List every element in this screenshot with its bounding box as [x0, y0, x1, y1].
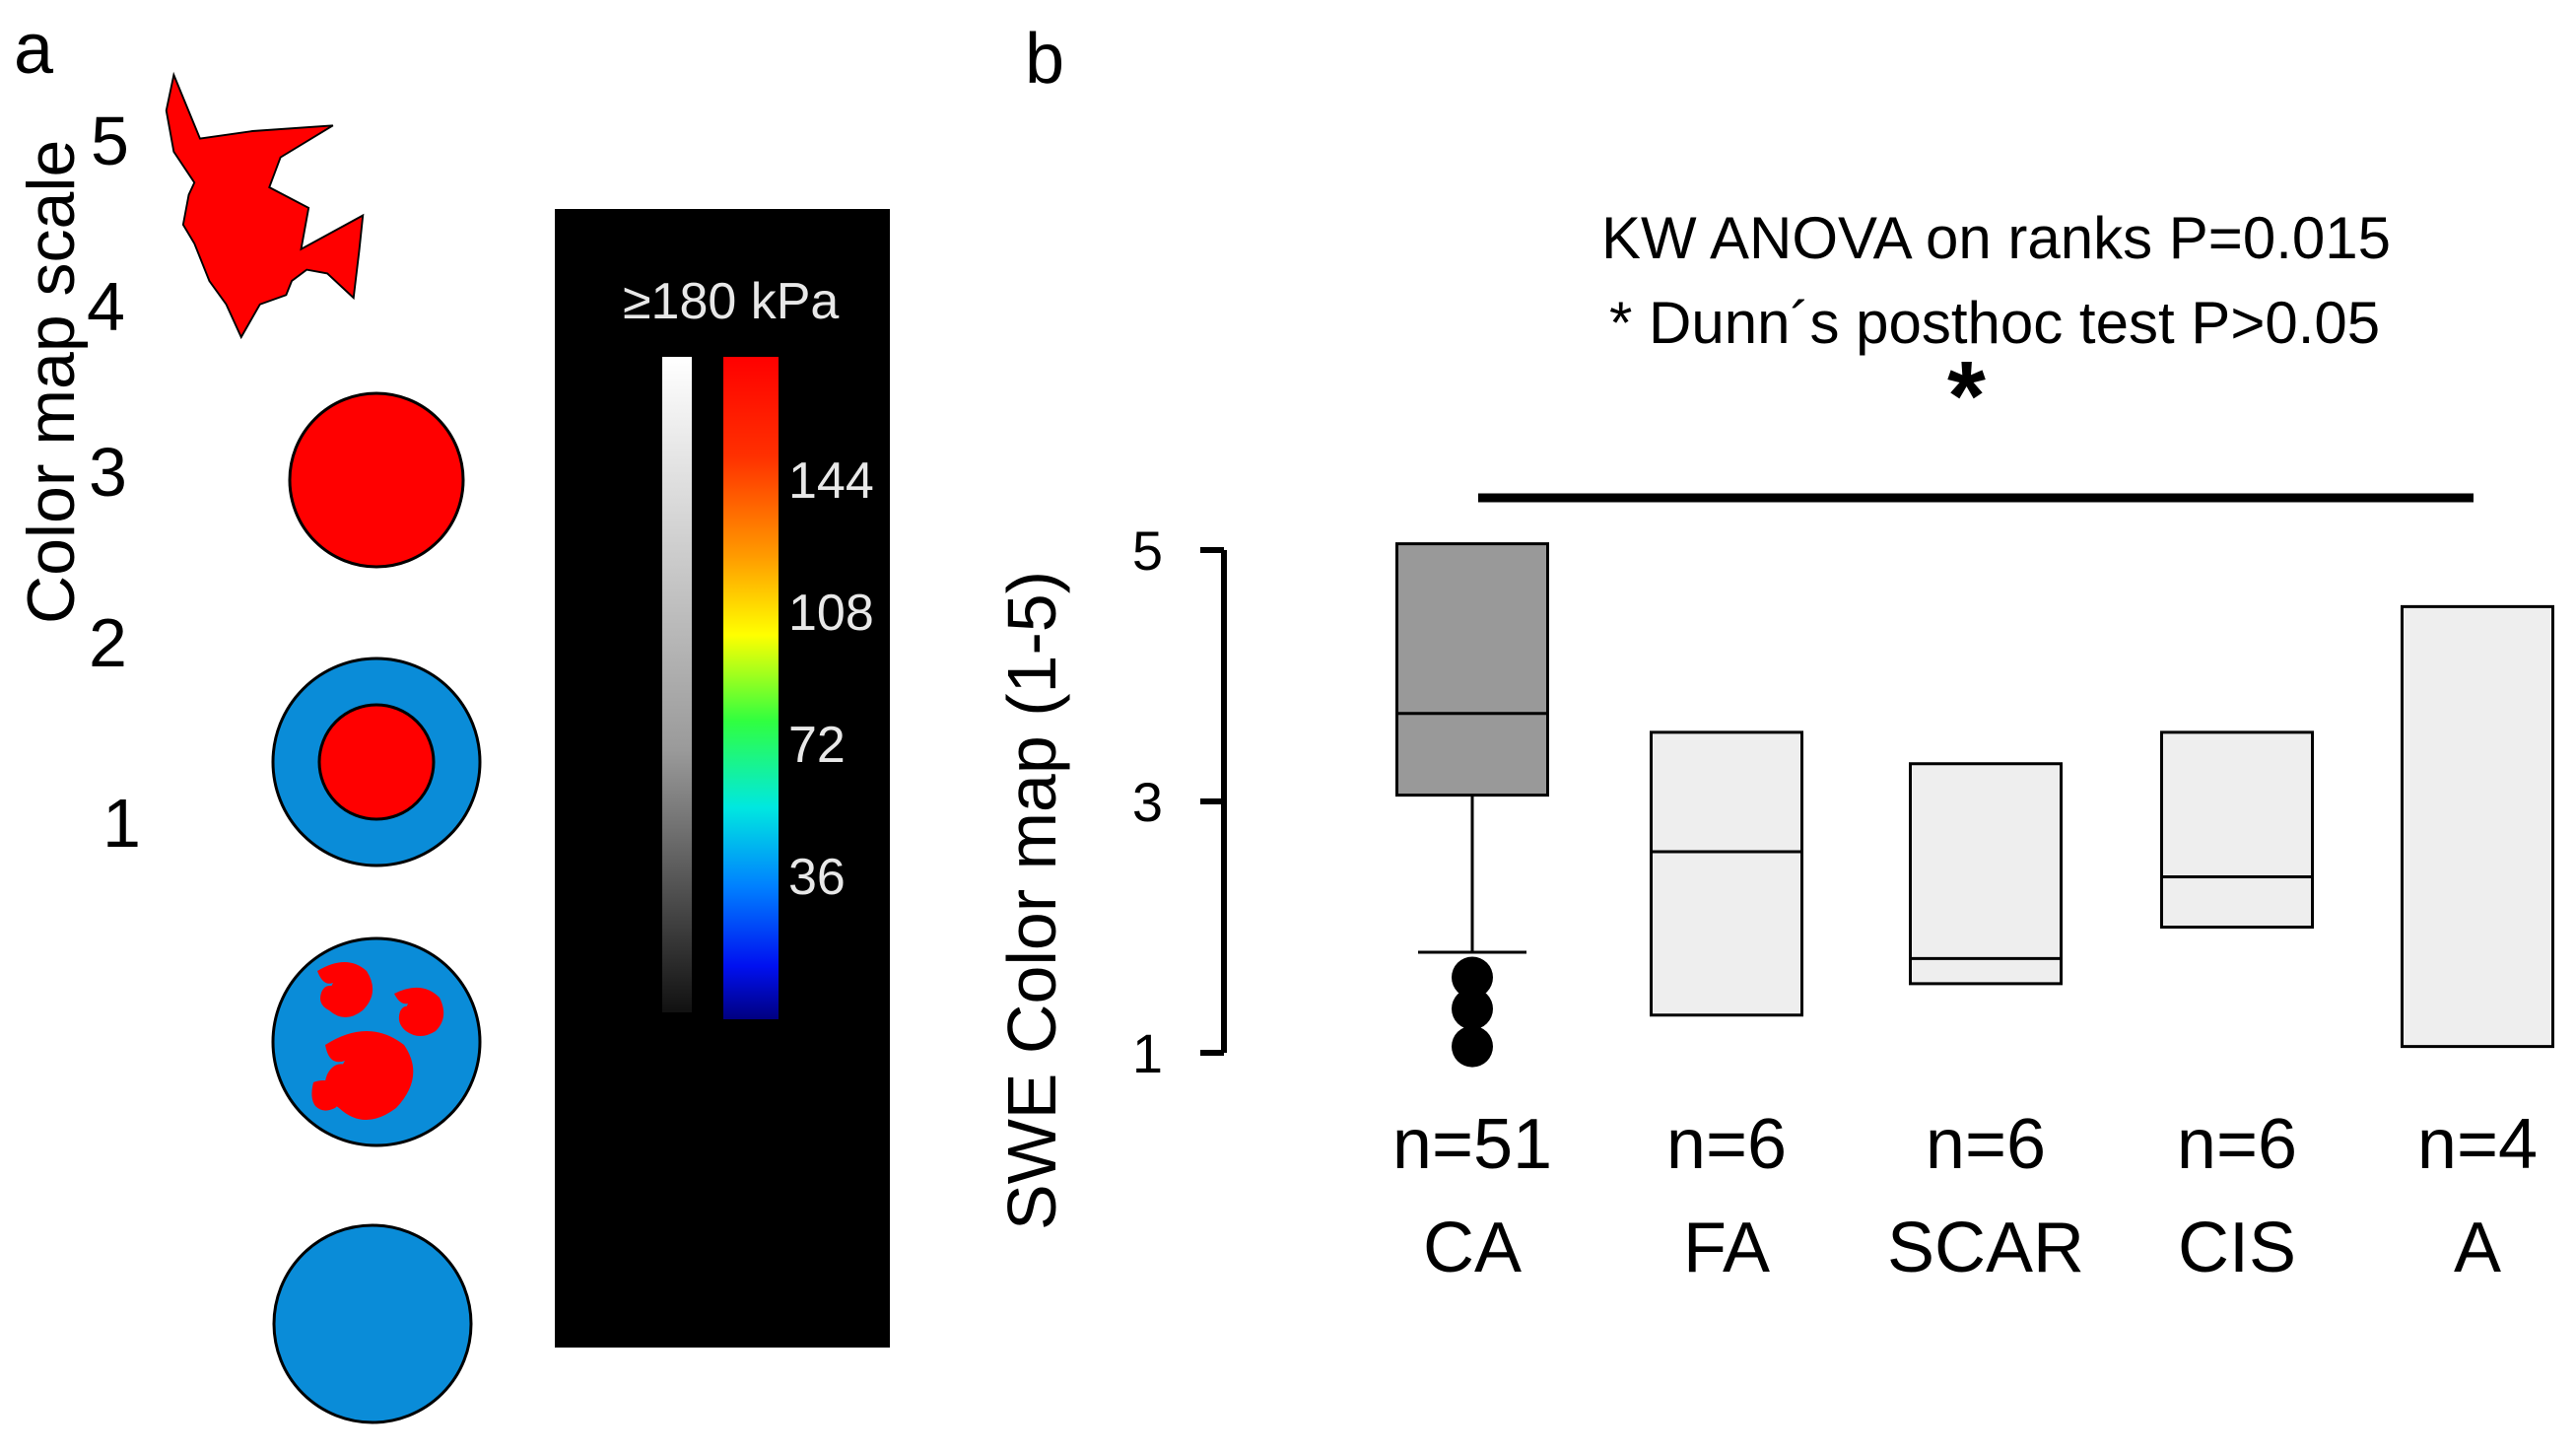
colorbar-background [555, 209, 890, 1348]
outlier-ca-1 [1452, 956, 1493, 999]
outlier-ca-3 [1452, 1025, 1493, 1068]
colorbar-tick-72: 72 [788, 717, 846, 774]
scale-level-3-label: 3 [89, 434, 127, 511]
star-shape-icon [165, 71, 365, 340]
category-label-fa: FA [1683, 1209, 1770, 1287]
scale-level-4-label: 4 [87, 268, 125, 345]
blue-circle-icon [272, 1223, 473, 1424]
box-a [2401, 604, 2554, 1049]
category-label-scar: SCAR [1887, 1209, 2084, 1287]
colorbar-tick-144: 144 [788, 452, 874, 510]
box-ca [1395, 542, 1549, 797]
scale-level-2-label: 2 [89, 604, 127, 681]
n-label-cis: n=6 [2177, 1105, 2297, 1184]
n-label-fa: n=6 [1666, 1105, 1787, 1184]
y-tick-label-1: 1 [1132, 1022, 1163, 1084]
grayscale-bar [662, 357, 692, 1012]
box-fa [1650, 730, 1803, 1017]
category-label-a: A [2454, 1209, 2501, 1287]
y-tick-label-5: 5 [1132, 519, 1163, 582]
red-center-icon [317, 703, 436, 821]
colorbar-tick-36: 36 [788, 849, 846, 906]
significance-star: * [1947, 341, 1986, 451]
red-circle-icon [288, 391, 465, 569]
box-scar [1909, 762, 2063, 986]
scale-icons-svg [165, 71, 890, 1424]
panel-b-label: b [1025, 20, 1065, 99]
dunn-annotation: * Dunn´s posthoc test P>0.05 [1609, 290, 2381, 356]
box-cis [2160, 730, 2314, 929]
n-label-scar: n=6 [1926, 1105, 2046, 1184]
n-label-a: n=4 [2417, 1105, 2538, 1184]
anova-annotation: KW ANOVA on ranks P=0.015 [1601, 205, 2391, 271]
outlier-ca-2 [1452, 988, 1493, 1030]
colorbar-tick-108: 108 [788, 585, 874, 642]
panel-a-label: a [14, 10, 54, 89]
scale-level-1-label: 1 [102, 785, 141, 862]
red-spots-icon [311, 962, 444, 1120]
scale-level-5-label: 5 [91, 103, 129, 179]
category-label-ca: CA [1423, 1209, 1522, 1287]
rainbow-bar [723, 357, 779, 1019]
y-tick-label-3: 3 [1132, 771, 1163, 833]
n-label-ca: n=51 [1392, 1105, 1552, 1184]
colorbar-title: ≥180 kPa [623, 273, 840, 330]
category-label-cis: CIS [2178, 1209, 2296, 1287]
